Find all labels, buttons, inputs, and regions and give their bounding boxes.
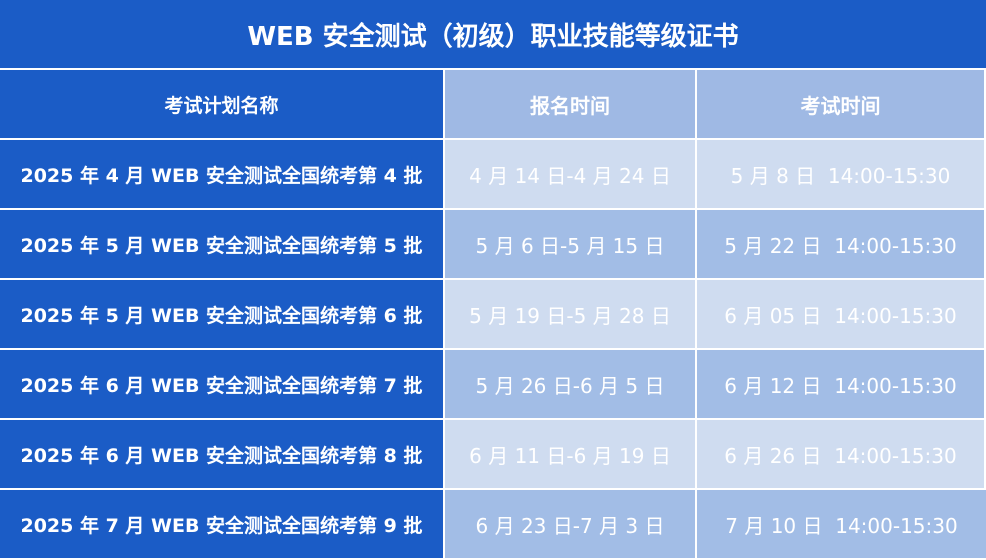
row-plan-name: 2025 年 6 月 WEB 安全测试全国统考第 8 批 [0,420,445,490]
row-plan-name: 2025 年 6 月 WEB 安全测试全国统考第 7 批 [0,350,445,420]
row-registration-time: 6 月 11 日-6 月 19 日 [445,420,697,490]
header-exam-time: 考试时间 [697,70,986,140]
row-plan-name: 2025 年 5 月 WEB 安全测试全国统考第 5 批 [0,210,445,280]
row-registration-time: 4 月 14 日-4 月 24 日 [445,140,697,210]
row-exam-time: 6 月 12 日 14:00-15:30 [697,350,986,420]
row-plan-name: 2025 年 4 月 WEB 安全测试全国统考第 4 批 [0,140,445,210]
row-plan-name: 2025 年 7 月 WEB 安全测试全国统考第 9 批 [0,490,445,560]
row-exam-time: 6 月 05 日 14:00-15:30 [697,280,986,350]
row-plan-name: 2025 年 5 月 WEB 安全测试全国统考第 6 批 [0,280,445,350]
row-registration-time: 6 月 23 日-7 月 3 日 [445,490,697,560]
header-plan-name: 考试计划名称 [0,70,445,140]
row-exam-time: 5 月 22 日 14:00-15:30 [697,210,986,280]
row-exam-time: 7 月 10 日 14:00-15:30 [697,490,986,560]
row-registration-time: 5 月 19 日-5 月 28 日 [445,280,697,350]
row-exam-time: 5 月 8 日 14:00-15:30 [697,140,986,210]
row-exam-time: 6 月 26 日 14:00-15:30 [697,420,986,490]
table-title: WEB 安全测试（初级）职业技能等级证书 [0,0,986,70]
row-registration-time: 5 月 26 日-6 月 5 日 [445,350,697,420]
header-registration-time: 报名时间 [445,70,697,140]
row-registration-time: 5 月 6 日-5 月 15 日 [445,210,697,280]
